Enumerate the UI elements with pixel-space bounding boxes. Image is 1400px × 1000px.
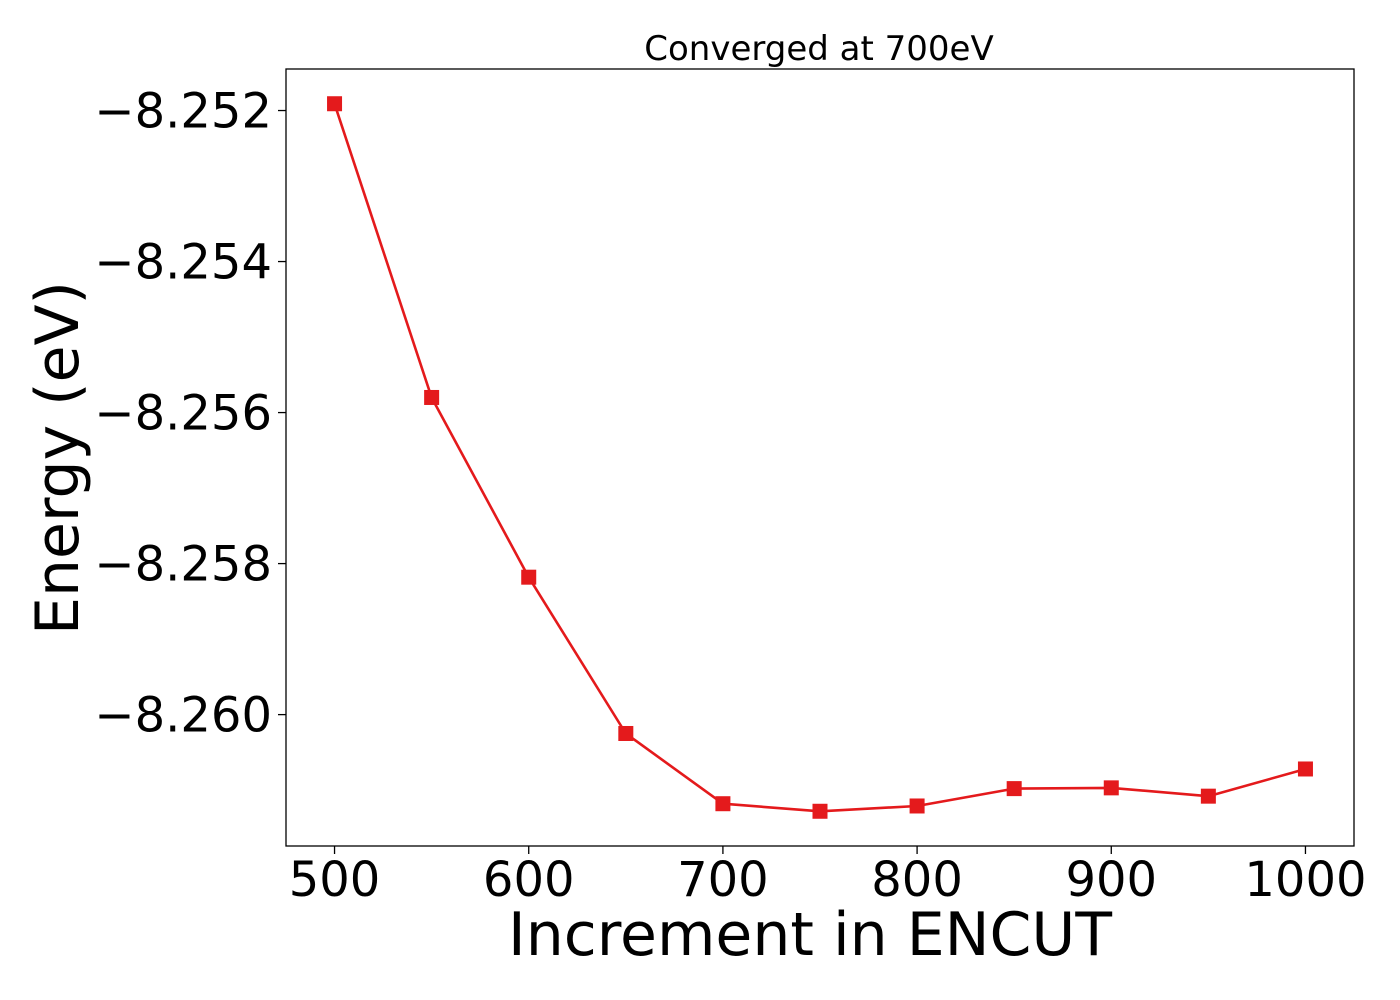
x-tick-label: 800	[871, 852, 963, 908]
x-tick-label: 1000	[1244, 852, 1366, 908]
data-point-marker	[1103, 780, 1119, 796]
x-tick-label: 900	[1065, 852, 1157, 908]
y-tick-label: −8.258	[94, 537, 272, 593]
y-axis-title: Energy (eV)	[23, 281, 93, 635]
x-tick-label: 500	[289, 852, 381, 908]
data-point-marker	[909, 798, 925, 814]
y-tick-label: −8.260	[94, 688, 272, 744]
x-axis-ticks: 500 600 700 800 900 1000	[289, 846, 1367, 908]
y-tick-label: −8.252	[94, 84, 272, 140]
x-axis-title: Increment in ENCUT	[508, 900, 1112, 970]
data-point-marker	[424, 389, 440, 405]
data-point-marker	[327, 96, 343, 112]
series-line	[333, 103, 1306, 813]
data-point-marker	[521, 569, 537, 585]
data-point-marker	[812, 803, 828, 819]
x-tick-label: 700	[677, 852, 769, 908]
data-point-marker	[1006, 781, 1022, 797]
y-tick-label: −8.254	[94, 235, 272, 291]
plot-area-frame	[285, 68, 1355, 847]
data-point-marker	[618, 725, 634, 741]
data-point-marker	[715, 796, 731, 812]
data-point-marker	[1200, 788, 1216, 804]
y-tick-label: −8.256	[94, 386, 272, 442]
chart-title: Converged at 700eV	[644, 29, 993, 69]
data-point-marker	[1297, 761, 1313, 777]
x-tick-label: 600	[483, 852, 575, 908]
series-layer	[327, 96, 1313, 819]
y-axis-ticks: −8.252 −8.254 −8.256 −8.258 −8.260	[94, 84, 286, 744]
